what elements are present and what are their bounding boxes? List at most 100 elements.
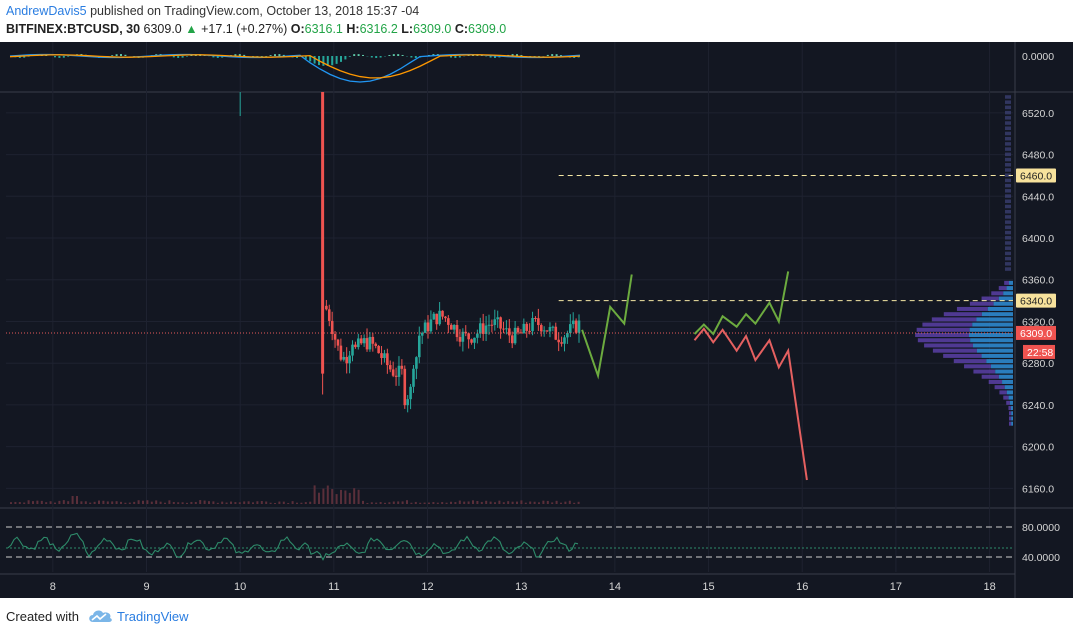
macd-histogram-bar [62, 56, 65, 58]
candle-body [394, 375, 398, 377]
y-tick-label: 6200.0 [1022, 442, 1054, 454]
volume-bar [529, 501, 532, 504]
volume-bar [344, 490, 347, 504]
close-label: C: [454, 22, 469, 36]
macd-histogram-bar [172, 56, 175, 58]
macd-histogram-bar [414, 56, 417, 58]
author-link[interactable]: AndrewDavis5 [6, 4, 87, 18]
macd-histogram-bar [335, 56, 338, 64]
volume-bar [111, 501, 114, 504]
candle-body [513, 327, 517, 344]
volume-bar [458, 500, 461, 504]
volume-bar [256, 501, 259, 504]
chart-header: AndrewDavis5 published on TradingView.co… [0, 0, 1073, 42]
volume-profile-bar [1005, 246, 1011, 250]
volume-profile-bar [991, 291, 1004, 296]
macd-histogram-bar [186, 56, 188, 57]
volume-bar [419, 502, 422, 504]
signal-line [9, 54, 581, 79]
volume-bar [524, 502, 527, 504]
macd-histogram-bar [353, 54, 356, 56]
volume-bar [172, 501, 175, 504]
macd-histogram-bar [379, 56, 382, 58]
trading-chart[interactable]: 6160.0 6200.0 6240.0 6280.0 6320.0 6360.0 6400… [0, 42, 1073, 598]
volume-profile-bar [931, 317, 977, 322]
x-tick-label: 17 [890, 581, 902, 593]
macd-histogram-bar [238, 54, 241, 56]
candle-body [452, 324, 456, 330]
volume-bar [18, 502, 21, 504]
candle-body [563, 337, 566, 344]
volume-profile-bar [1004, 280, 1010, 285]
x-tick-label: 10 [234, 581, 246, 593]
candle-body [336, 339, 340, 346]
volume-profile-bar [1011, 411, 1013, 416]
volume-bar [577, 501, 580, 504]
volume-bar [230, 501, 232, 504]
y-tick-label: 6360.0 [1022, 275, 1054, 287]
volume-profile-bar [1011, 421, 1013, 426]
candle-body [531, 318, 534, 332]
volume-bar [137, 500, 140, 504]
candle-body [426, 322, 430, 332]
candle-body [371, 336, 375, 344]
time-axis[interactable]: 8 9 10 11 12 13 14 15 16 17 18 [50, 581, 996, 593]
macd-histogram-bar [489, 56, 492, 58]
rsi-line [7, 532, 579, 561]
candle-body [403, 368, 407, 406]
price-axis[interactable]: 6160.0 6200.0 6240.0 6280.0 6320.0 6360.0 6400… [1016, 51, 1060, 564]
candle-body [522, 323, 526, 334]
published-text: published on TradingView.com, October 13… [90, 4, 420, 18]
x-tick-label: 13 [515, 581, 527, 593]
candle-body [568, 324, 572, 334]
volume-bar [428, 502, 430, 504]
volume-bar [159, 501, 162, 504]
volume-bar [260, 501, 263, 504]
volume-profile-bar [917, 338, 971, 343]
candle-body [415, 357, 418, 369]
volume-profile-bar [1005, 225, 1011, 230]
volume-profile-bar [1005, 230, 1011, 235]
candle-body [481, 323, 485, 334]
volume-bar [573, 502, 576, 504]
volume-bar [454, 502, 457, 504]
grid-lines [0, 42, 1073, 598]
volume-bar [208, 501, 210, 504]
volume-bar [546, 500, 549, 504]
candle-body [441, 310, 444, 317]
volume-bar [269, 502, 272, 504]
volume-bar [388, 502, 391, 504]
macd-histogram-bar [304, 56, 307, 59]
candle-body [449, 324, 453, 330]
tradingview-link[interactable]: TradingView [117, 609, 189, 624]
volume-profile-bar [1010, 406, 1013, 411]
candle-body [333, 334, 337, 340]
volume-profile-bar [999, 390, 1007, 395]
ohlc-legend: BITFINEX:BTCUSD, 30 6309.0 ▲ +17.1 (+0.2… [6, 22, 506, 36]
candle-body [487, 324, 491, 326]
price-pane[interactable] [6, 92, 1013, 504]
volume-profile-bar [998, 286, 1007, 291]
candle-body [493, 319, 497, 325]
candle-body [571, 320, 575, 325]
volume-bar [287, 502, 290, 504]
candle-body [327, 309, 331, 321]
candle-body [470, 339, 473, 343]
volume-profile-bar [1005, 215, 1011, 219]
volume-profile-bar [1005, 251, 1011, 256]
open-label: O: [290, 22, 305, 36]
symbol-label[interactable]: BITFINEX:BTCUSD, 30 [6, 22, 141, 36]
volume-bar [313, 485, 316, 504]
volume-bar [472, 500, 474, 504]
macd-histogram-bar [494, 56, 496, 58]
volume-bar [436, 502, 439, 504]
volume-bar [410, 502, 413, 504]
volume-profile-bar [1006, 390, 1013, 395]
volume-profile-bar [1006, 400, 1010, 405]
x-tick-label: 8 [50, 581, 56, 593]
volume-bar [401, 501, 404, 504]
macd-histogram-bar [313, 56, 316, 64]
volume-profile-bar [1005, 199, 1011, 204]
volume-profile-bar [1006, 286, 1013, 291]
macd-histogram-bar [551, 54, 554, 56]
